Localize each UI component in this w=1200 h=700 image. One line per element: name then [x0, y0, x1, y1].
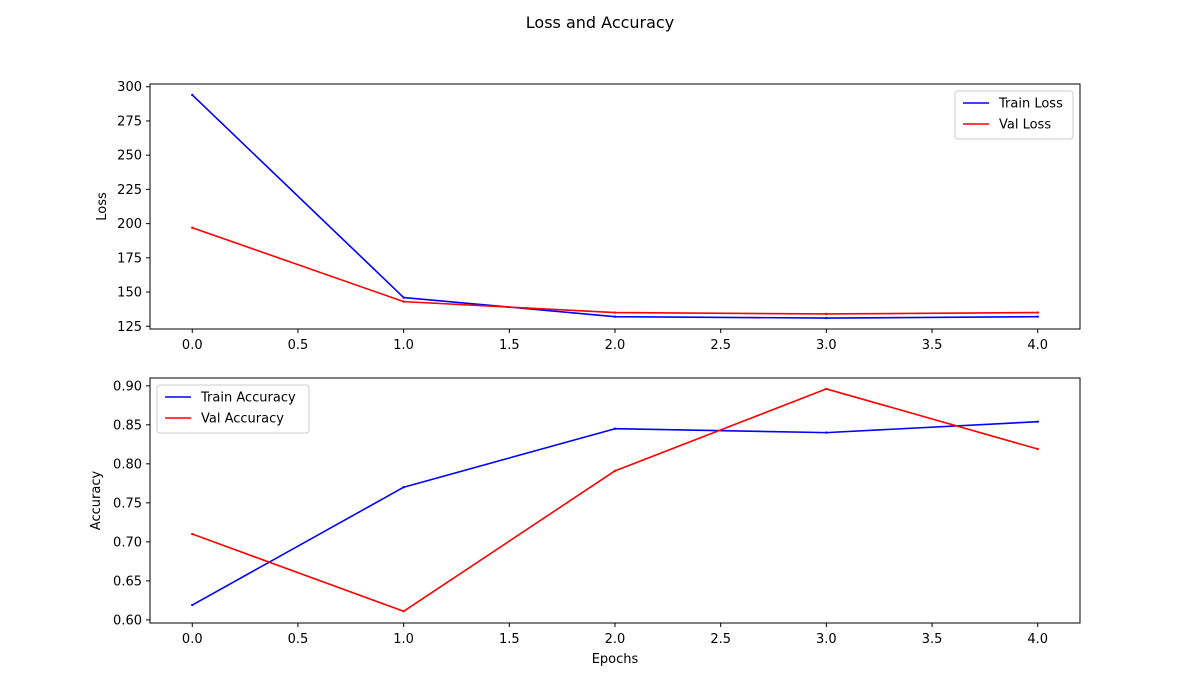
train-accuracy-point	[825, 431, 828, 434]
accuracy-xtick-label: 1.0	[393, 632, 414, 647]
loss-legend: Train Loss Val Loss	[954, 90, 1074, 140]
val-loss-legend-label: Val Loss	[999, 118, 1051, 133]
train-loss-point	[1036, 315, 1039, 318]
val-loss-point	[1036, 311, 1039, 314]
val-loss-point	[825, 312, 828, 316]
loss-ytick-label: 275	[117, 114, 142, 129]
val-accuracy-line	[191, 388, 1038, 613]
loss-ytick-label: 225	[117, 183, 142, 198]
val-loss-point	[613, 311, 617, 314]
accuracy-ytick-label: 0.65	[113, 574, 142, 589]
val-loss-point	[191, 226, 194, 229]
loss-ytick-label: 300	[117, 80, 142, 95]
loss-xtick-label: 2.0	[605, 338, 626, 353]
loss-axes-frame	[149, 83, 1081, 330]
train-accuracy-legend-label: Train Accuracy	[200, 391, 296, 406]
loss-xtick-label: 0.5	[288, 338, 309, 353]
train-loss-point	[191, 93, 194, 97]
accuracy-ylabel: Accuracy	[89, 471, 104, 531]
loss-ytick-label: 150	[117, 286, 142, 301]
loss-panel: 0.0 0.5 1.0 1.5 2.0 2.5 3.0 3.5 4.0 125 150 175 200 2…	[95, 80, 1081, 353]
val-accuracy-point	[825, 387, 828, 391]
accuracy-ytick-label: 0.90	[113, 379, 142, 394]
loss-ytick-label: 250	[117, 149, 142, 164]
accuracy-ytick-label: 0.75	[113, 496, 142, 511]
accuracy-xtick-label: 0.0	[182, 632, 203, 647]
loss-xtick-label: 3.0	[816, 338, 837, 353]
accuracy-xtick-label: 2.5	[710, 632, 731, 647]
loss-xtick-label: 2.5	[710, 338, 731, 353]
val-loss-line	[192, 226, 1038, 315]
val-accuracy-legend-label: Val Accuracy	[201, 412, 284, 427]
accuracy-ytick-label: 0.80	[113, 457, 142, 472]
val-accuracy-point	[191, 532, 194, 536]
train-accuracy-point	[191, 603, 194, 607]
val-loss-point	[402, 300, 405, 303]
loss-xtick-label: 3.5	[922, 338, 943, 353]
val-accuracy-point	[613, 469, 617, 473]
accuracy-xtick-label: 4.0	[1027, 632, 1048, 647]
accuracy-ytick-label: 0.70	[113, 535, 142, 550]
loss-xtick-label: 1.5	[499, 338, 520, 353]
train-loss-point	[402, 296, 405, 299]
train-accuracy-point	[1036, 420, 1039, 423]
accuracy-ytick-label: 0.85	[113, 418, 142, 433]
accuracy-xtick-label: 0.5	[288, 632, 309, 647]
loss-xtick-label: 0.0	[182, 338, 203, 353]
loss-ytick-label: 175	[117, 251, 142, 266]
loss-ylabel: Loss	[95, 192, 110, 221]
accuracy-xtick-label: 1.5	[499, 632, 520, 647]
accuracy-xtick-label: 2.0	[605, 632, 626, 647]
train-loss-line	[191, 94, 1038, 319]
train-loss-point	[825, 316, 828, 320]
loss-ytick-label: 125	[117, 320, 142, 335]
accuracy-xlabel: Epochs	[592, 652, 639, 667]
loss-xtick-label: 4.0	[1027, 338, 1048, 353]
val-accuracy-point	[402, 610, 405, 613]
accuracy-legend: Train Accuracy Val Accuracy	[156, 384, 310, 434]
accuracy-ytick-label: 0.60	[113, 613, 142, 628]
figure-title: Loss and Accuracy	[526, 13, 674, 32]
train-loss-legend-label: Train Loss	[998, 97, 1063, 112]
val-accuracy-point	[1036, 447, 1039, 451]
loss-ytick-label: 200	[117, 217, 142, 232]
accuracy-xtick-label: 3.5	[922, 632, 943, 647]
train-loss-point	[613, 315, 617, 318]
accuracy-xtick-label: 3.0	[816, 632, 837, 647]
loss-xtick-label: 1.0	[393, 338, 414, 353]
train-accuracy-point	[613, 427, 617, 430]
accuracy-panel: 0.0 0.5 1.0 1.5 2.0 2.5 3.0 3.5 4.0 0.60 0.65 0.70 0…	[89, 377, 1081, 667]
train-accuracy-point	[402, 486, 405, 489]
accuracy-legend-box	[156, 384, 310, 434]
train-accuracy-line	[191, 420, 1038, 606]
